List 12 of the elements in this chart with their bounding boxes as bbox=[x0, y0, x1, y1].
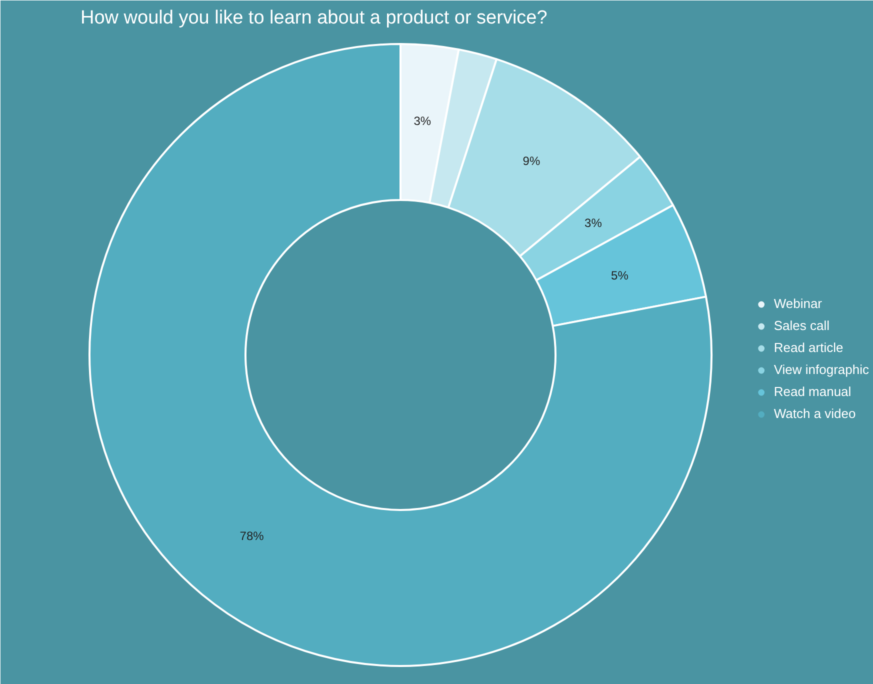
data-label: 5% bbox=[611, 268, 629, 282]
legend-label: Sales call bbox=[774, 318, 830, 333]
data-label: 78% bbox=[240, 529, 264, 544]
data-label: 9% bbox=[522, 154, 540, 168]
chart-title: How would you like to learn about a product or service? bbox=[80, 8, 548, 28]
legend-label: Webinar bbox=[774, 296, 822, 311]
data-label: 3% bbox=[414, 114, 432, 128]
legend-label: Read article bbox=[774, 340, 844, 355]
data-label: 3% bbox=[584, 216, 602, 230]
legend-label: Read manual bbox=[774, 384, 852, 399]
legend-label: Watch a video bbox=[774, 406, 856, 421]
legend-label: View infographic bbox=[774, 362, 869, 377]
